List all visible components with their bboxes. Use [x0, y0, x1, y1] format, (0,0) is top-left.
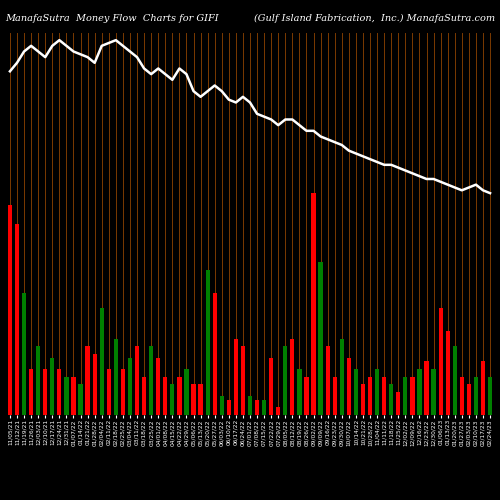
Bar: [106, 369, 111, 415]
Text: ManafaSutra  Money Flow  Charts for GIFI: ManafaSutra Money Flow Charts for GIFI: [5, 14, 218, 23]
Bar: [375, 369, 379, 415]
Bar: [226, 400, 231, 415]
Bar: [114, 338, 118, 415]
Bar: [424, 362, 428, 415]
Bar: [149, 346, 154, 415]
Bar: [178, 377, 182, 415]
Bar: [298, 369, 302, 415]
Bar: [121, 369, 125, 415]
Bar: [241, 346, 245, 415]
Bar: [262, 400, 266, 415]
Bar: [446, 331, 450, 415]
Bar: [460, 377, 464, 415]
Bar: [410, 377, 414, 415]
Bar: [276, 408, 280, 415]
Bar: [43, 369, 48, 415]
Bar: [255, 400, 259, 415]
Bar: [488, 377, 492, 415]
Bar: [318, 262, 322, 415]
Bar: [64, 377, 68, 415]
Bar: [452, 346, 457, 415]
Bar: [326, 346, 330, 415]
Bar: [332, 377, 337, 415]
Bar: [389, 384, 394, 415]
Bar: [340, 338, 344, 415]
Bar: [312, 193, 316, 415]
Bar: [368, 377, 372, 415]
Bar: [467, 384, 471, 415]
Bar: [92, 354, 97, 415]
Bar: [403, 377, 407, 415]
Bar: [50, 358, 54, 415]
Bar: [29, 369, 33, 415]
Bar: [57, 369, 62, 415]
Bar: [198, 384, 202, 415]
Bar: [78, 384, 82, 415]
Bar: [72, 377, 76, 415]
Text: (Gulf Island Fabrication,  Inc.) ManafaSutra.com: (Gulf Island Fabrication, Inc.) ManafaSu…: [254, 14, 495, 23]
Bar: [438, 308, 443, 415]
Bar: [206, 270, 210, 415]
Bar: [163, 377, 168, 415]
Bar: [248, 396, 252, 415]
Bar: [142, 377, 146, 415]
Bar: [36, 346, 40, 415]
Bar: [304, 377, 308, 415]
Bar: [128, 358, 132, 415]
Bar: [290, 338, 294, 415]
Bar: [100, 308, 104, 415]
Bar: [418, 369, 422, 415]
Bar: [135, 346, 139, 415]
Bar: [354, 369, 358, 415]
Bar: [382, 377, 386, 415]
Bar: [474, 377, 478, 415]
Bar: [156, 358, 160, 415]
Bar: [184, 369, 188, 415]
Bar: [22, 292, 26, 415]
Bar: [432, 369, 436, 415]
Bar: [283, 346, 288, 415]
Bar: [15, 224, 19, 415]
Bar: [220, 396, 224, 415]
Bar: [346, 358, 351, 415]
Bar: [481, 362, 485, 415]
Bar: [170, 384, 174, 415]
Bar: [192, 384, 196, 415]
Bar: [361, 384, 365, 415]
Bar: [86, 346, 89, 415]
Bar: [269, 358, 274, 415]
Bar: [396, 392, 400, 415]
Bar: [234, 338, 238, 415]
Bar: [8, 204, 12, 415]
Bar: [212, 292, 217, 415]
